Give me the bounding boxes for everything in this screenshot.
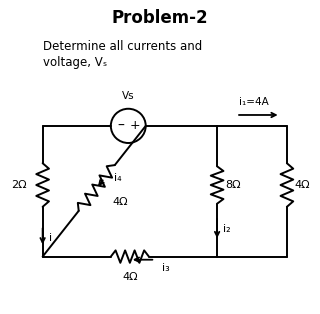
Text: i: i bbox=[49, 233, 52, 243]
Text: i₄: i₄ bbox=[114, 173, 122, 183]
Text: i₁=4A: i₁=4A bbox=[239, 97, 269, 107]
Text: i₃: i₃ bbox=[162, 263, 169, 273]
Text: Determine all currents and: Determine all currents and bbox=[43, 40, 202, 53]
Text: Vs: Vs bbox=[122, 91, 135, 101]
Text: 4Ω: 4Ω bbox=[113, 197, 128, 207]
Text: Problem-2: Problem-2 bbox=[112, 9, 208, 27]
Text: –: – bbox=[118, 119, 125, 133]
Text: voltage, Vₛ: voltage, Vₛ bbox=[43, 56, 107, 69]
Text: 4Ω: 4Ω bbox=[295, 180, 310, 190]
Text: 8Ω: 8Ω bbox=[225, 180, 241, 190]
Text: i₂: i₂ bbox=[223, 224, 231, 234]
Text: 2Ω: 2Ω bbox=[11, 180, 27, 190]
Text: 4Ω: 4Ω bbox=[122, 272, 138, 282]
Text: +: + bbox=[130, 119, 140, 133]
